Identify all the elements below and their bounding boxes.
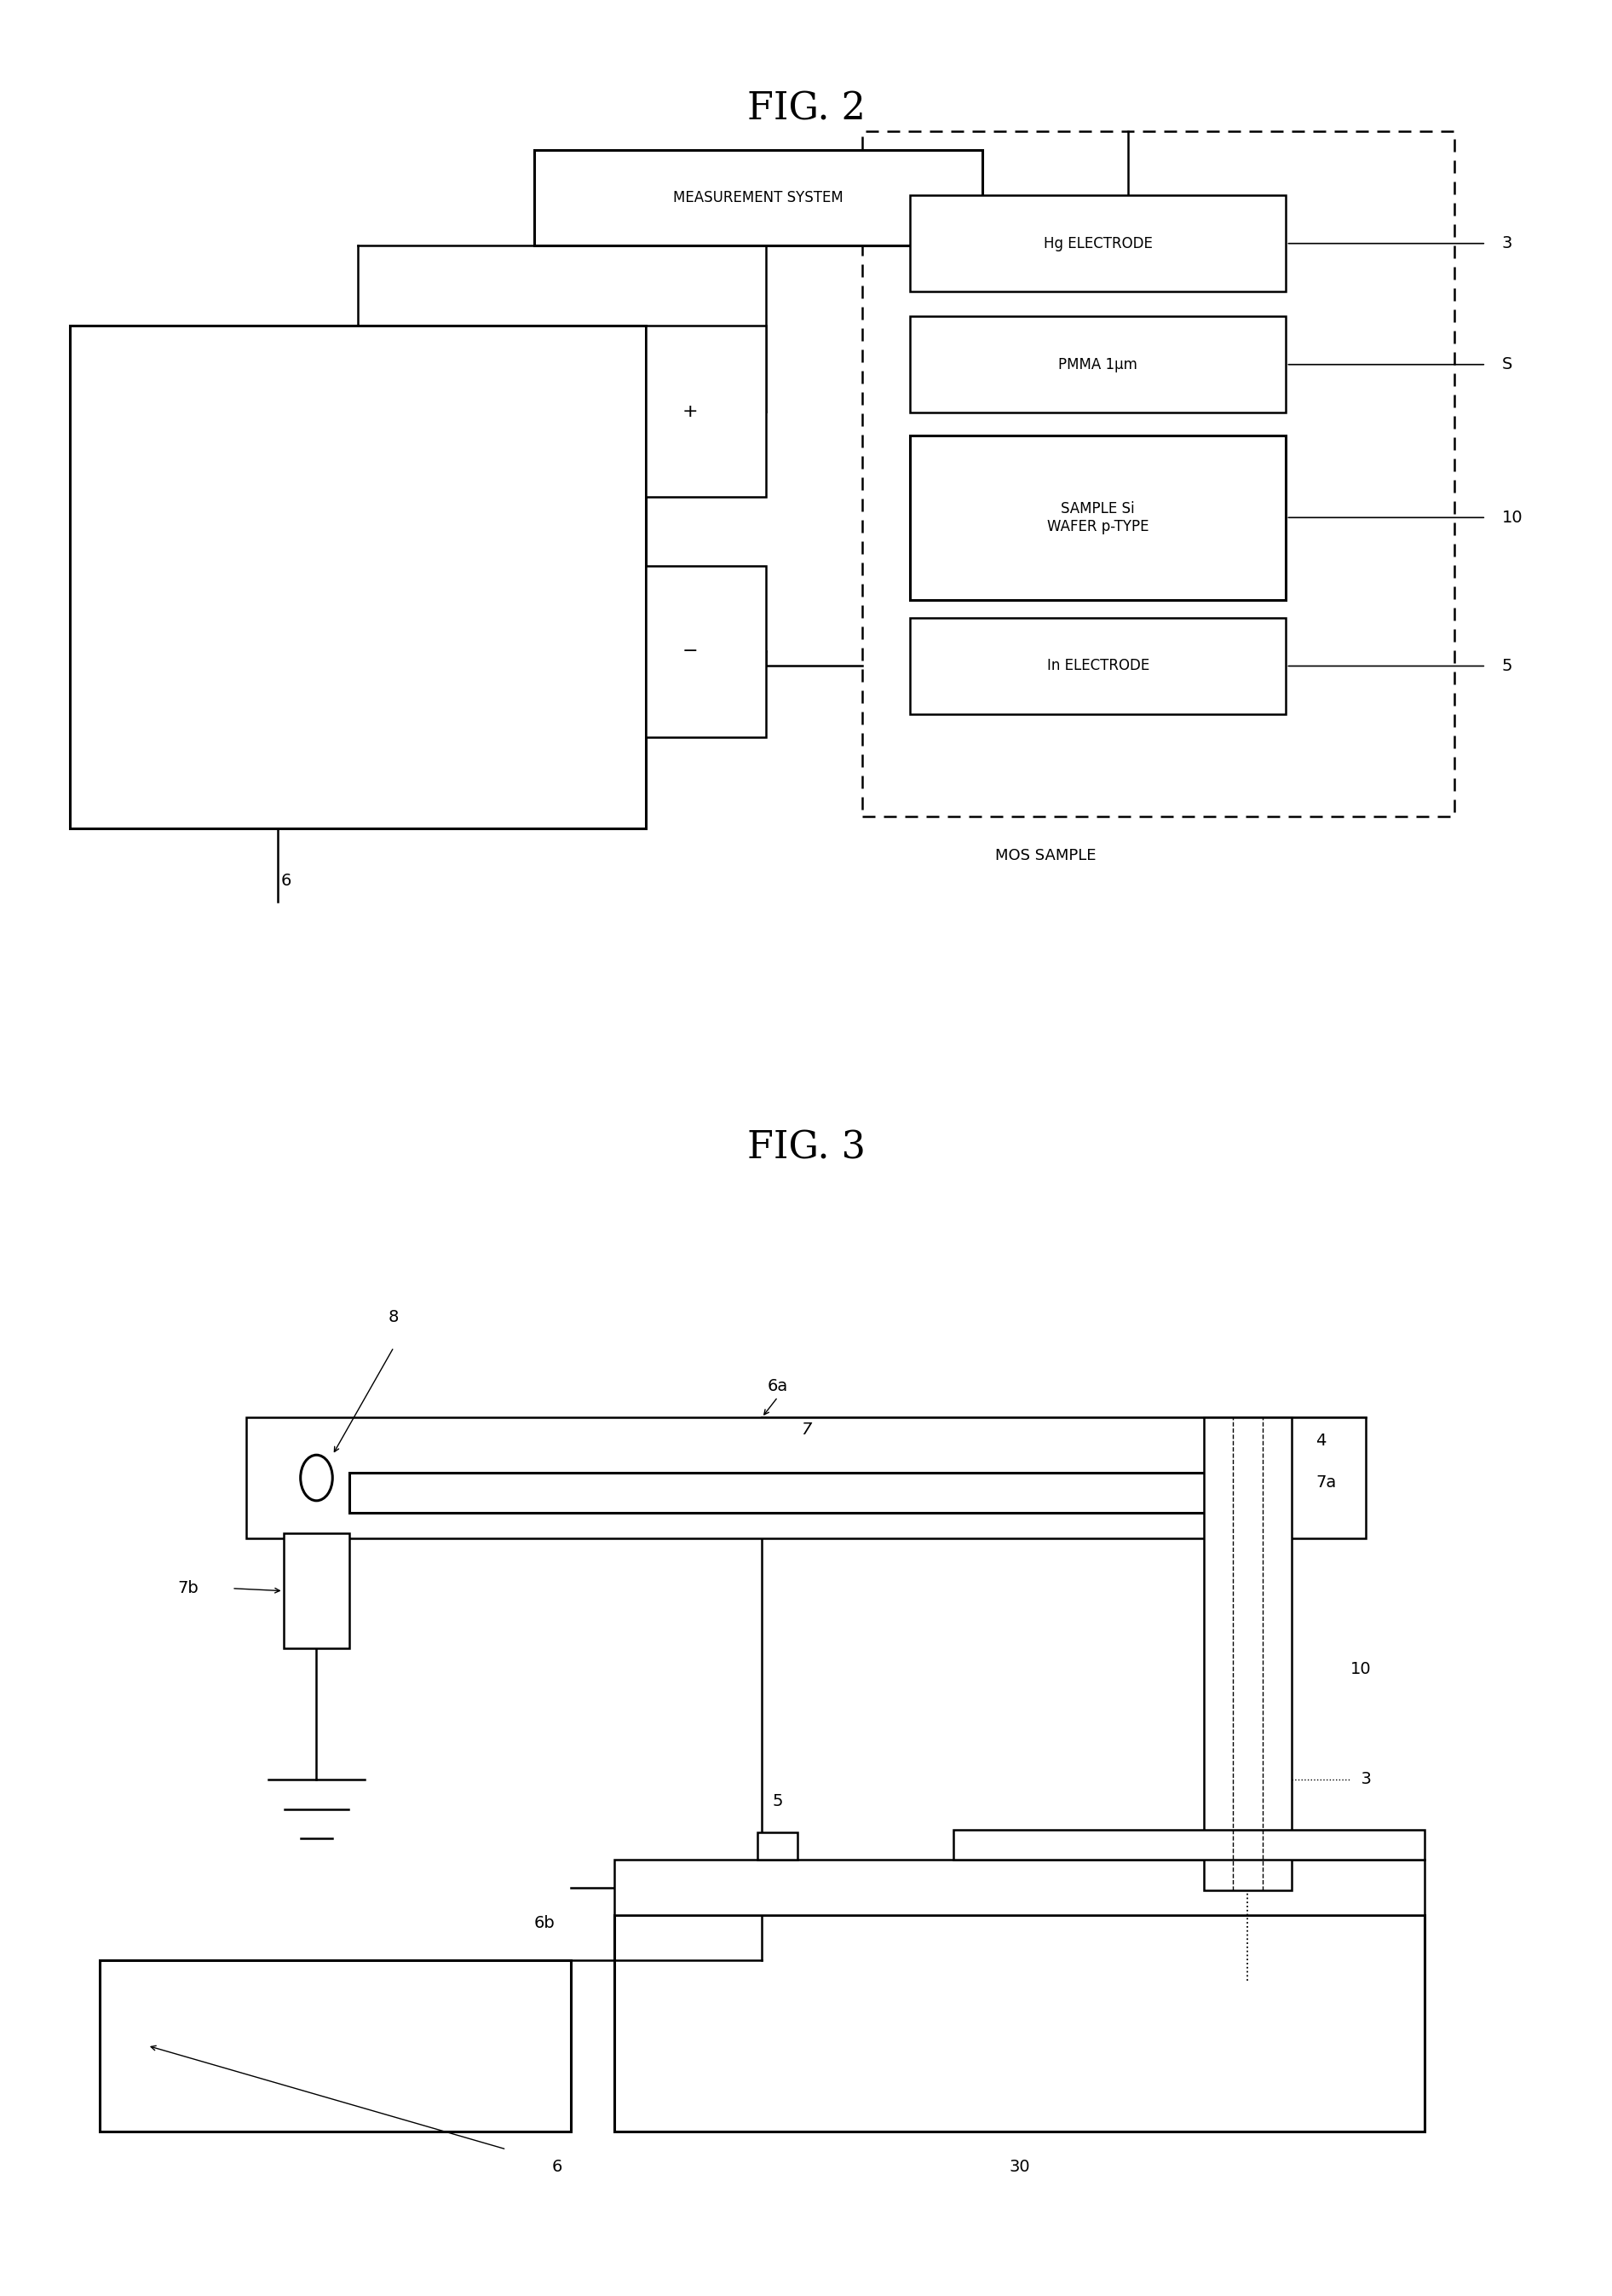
Text: 3: 3 (1502, 236, 1512, 253)
Text: FIG. 3: FIG. 3 (746, 1130, 866, 1166)
Text: 5: 5 (772, 1793, 783, 1809)
Bar (911, 195, 1286, 292)
Text: 6a: 6a (767, 1378, 788, 1394)
Text: 7b: 7b (177, 1580, 198, 1596)
Text: +: + (682, 402, 698, 420)
Bar (911, 317, 1286, 413)
Bar (646, 326, 766, 496)
Text: MEASUREMENT SYSTEM: MEASUREMENT SYSTEM (672, 191, 843, 204)
Bar (646, 565, 766, 737)
Text: In ELECTRODE: In ELECTRODE (1046, 659, 1149, 673)
Text: Hg ELECTRODE: Hg ELECTRODE (1043, 236, 1153, 250)
Bar (100, 1961, 571, 2131)
Text: SAMPLE Si
WAFER p-TYPE: SAMPLE Si WAFER p-TYPE (1048, 501, 1149, 535)
Text: PMMA 1μm: PMMA 1μm (1059, 356, 1138, 372)
Bar (247, 1417, 1365, 1538)
Bar (350, 1472, 1219, 1513)
Bar (911, 618, 1286, 714)
Text: 6: 6 (551, 2158, 563, 2174)
Text: 3: 3 (1351, 1770, 1372, 1789)
Text: 30: 30 (1009, 2158, 1030, 2174)
Text: 7: 7 (801, 1421, 811, 1437)
Text: 4: 4 (1315, 1433, 1327, 1449)
Text: 6: 6 (280, 872, 292, 889)
Bar (534, 149, 982, 246)
Text: 6b: 6b (534, 1915, 555, 1931)
Bar (69, 326, 646, 829)
Bar (1204, 1417, 1291, 1890)
Text: 10: 10 (1351, 1660, 1372, 1676)
Text: 5: 5 (1502, 659, 1512, 675)
Text: −: − (682, 643, 698, 659)
Text: MOS SAMPLE: MOS SAMPLE (996, 847, 1096, 863)
Text: S: S (1502, 356, 1512, 372)
Bar (758, 1832, 798, 1860)
Bar (284, 1534, 350, 1649)
Text: 8: 8 (388, 1309, 400, 1325)
Bar (953, 1830, 1425, 1860)
Text: FIG. 2: FIG. 2 (746, 90, 866, 126)
Text: 10: 10 (1502, 510, 1523, 526)
Bar (862, 131, 1454, 817)
Bar (911, 436, 1286, 599)
Bar (614, 1860, 1425, 1915)
Text: 7a: 7a (1315, 1474, 1336, 1490)
Bar (614, 1915, 1425, 2131)
